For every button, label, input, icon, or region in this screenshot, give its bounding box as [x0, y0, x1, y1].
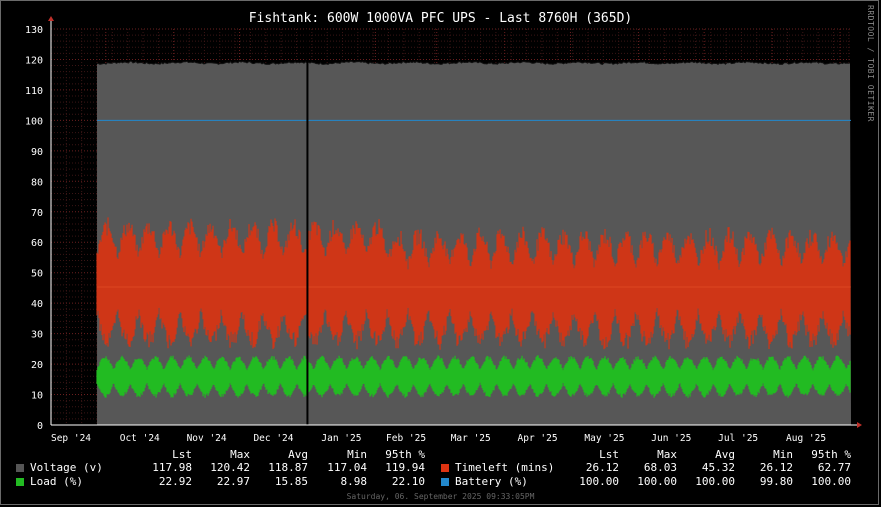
chart-title: Fishtank: 600W 1000VA PFC UPS - Last 876…: [248, 11, 633, 26]
x-tick-label: Apr '25: [518, 433, 558, 444]
side-label: RRDTOOL / TOBI OETIKER: [866, 5, 875, 122]
x-tick-label: Nov '24: [187, 433, 227, 444]
x-tick-label: Feb '25: [386, 433, 426, 444]
voltage-line: [96, 60, 851, 66]
y-tick-label: 10: [31, 391, 43, 402]
y-tick-label: 30: [31, 330, 43, 341]
load-band: [96, 355, 851, 398]
y-tick-label: 20: [31, 360, 43, 371]
x-axis-arrow: [857, 422, 862, 428]
y-tick-label: 60: [31, 238, 43, 249]
x-tick-label: Oct '24: [120, 433, 160, 444]
footer-timestamp: Saturday, 06. September 2025 09:33:05PM: [346, 492, 535, 501]
y-tick-label: 0: [37, 421, 43, 432]
x-tick-label: Aug '25: [786, 433, 826, 444]
y-tick-label: 120: [25, 55, 43, 66]
x-tick-label: Dec '24: [253, 433, 293, 444]
y-tick-label: 130: [25, 25, 43, 36]
x-tick-label: May '25: [584, 433, 624, 444]
y-tick-label: 50: [31, 269, 43, 280]
x-tick-label: Jul '25: [718, 433, 758, 444]
x-tick-label: Mar '25: [451, 433, 491, 444]
y-tick-label: 70: [31, 208, 43, 219]
y-tick-label: 110: [25, 86, 43, 97]
x-tick-label: Jun '25: [651, 433, 691, 444]
x-tick-label: Jan '25: [321, 433, 361, 444]
y-tick-label: 100: [25, 116, 43, 127]
y-tick-label: 40: [31, 299, 43, 310]
y-tick-label: 80: [31, 177, 43, 188]
x-tick-label: Sep '24: [51, 433, 91, 444]
y-tick-label: 90: [31, 147, 43, 158]
y-axis-arrow: [48, 16, 54, 21]
